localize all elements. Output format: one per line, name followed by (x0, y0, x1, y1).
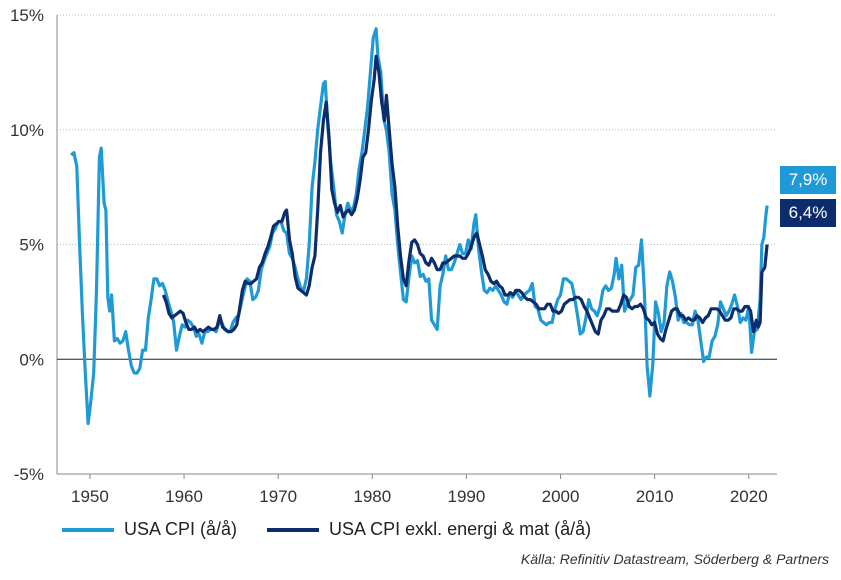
source-note: Källa: Refinitiv Datastream, Söderberg &… (520, 551, 829, 567)
x-tick-label: 1950 (71, 487, 109, 506)
legend-label-core-cpi: USA CPI exkl. energi & mat (å/å) (329, 519, 592, 539)
legend-item-cpi: USA CPI (å/å) (62, 519, 237, 540)
y-tick-label: 5% (19, 236, 44, 255)
tick-labels: -5% 0% 5% 10% 15% 1950 1960 1970 1980 1990 2000 201… (10, 6, 768, 506)
legend: USA CPI (å/å) USA CPI exkl. energi & mat… (62, 519, 621, 540)
legend-item-core-cpi: USA CPI exkl. energi & mat (å/å) (267, 519, 591, 540)
y-tick-label: 0% (19, 350, 44, 369)
legend-swatch-cpi (62, 527, 114, 532)
series-lines (70, 27, 769, 426)
series-line-core-cpi (161, 54, 769, 343)
y-tick-label: 15% (10, 6, 44, 25)
x-tick-label: 2000 (542, 487, 580, 506)
series-line-cpi (70, 27, 769, 426)
legend-swatch-core-cpi (267, 527, 320, 532)
x-tick-label: 1980 (353, 487, 391, 506)
y-tick-label: 10% (10, 121, 44, 140)
end-label-core-cpi: 6,4% (780, 199, 836, 227)
x-tick-label: 1970 (259, 487, 297, 506)
end-label-core-cpi-text: 6,4% (788, 203, 828, 222)
end-label-cpi: 7,9% (780, 166, 836, 194)
end-label-cpi-text: 7,9% (788, 170, 828, 189)
x-tick-label: 1960 (165, 487, 203, 506)
x-tick-label: 2010 (636, 487, 674, 506)
x-tick-label: 2020 (730, 487, 768, 506)
y-tick-label: -5% (14, 465, 44, 484)
x-tick-label: 1990 (447, 487, 485, 506)
legend-label-cpi: USA CPI (å/å) (124, 519, 238, 539)
axes (56, 15, 777, 479)
